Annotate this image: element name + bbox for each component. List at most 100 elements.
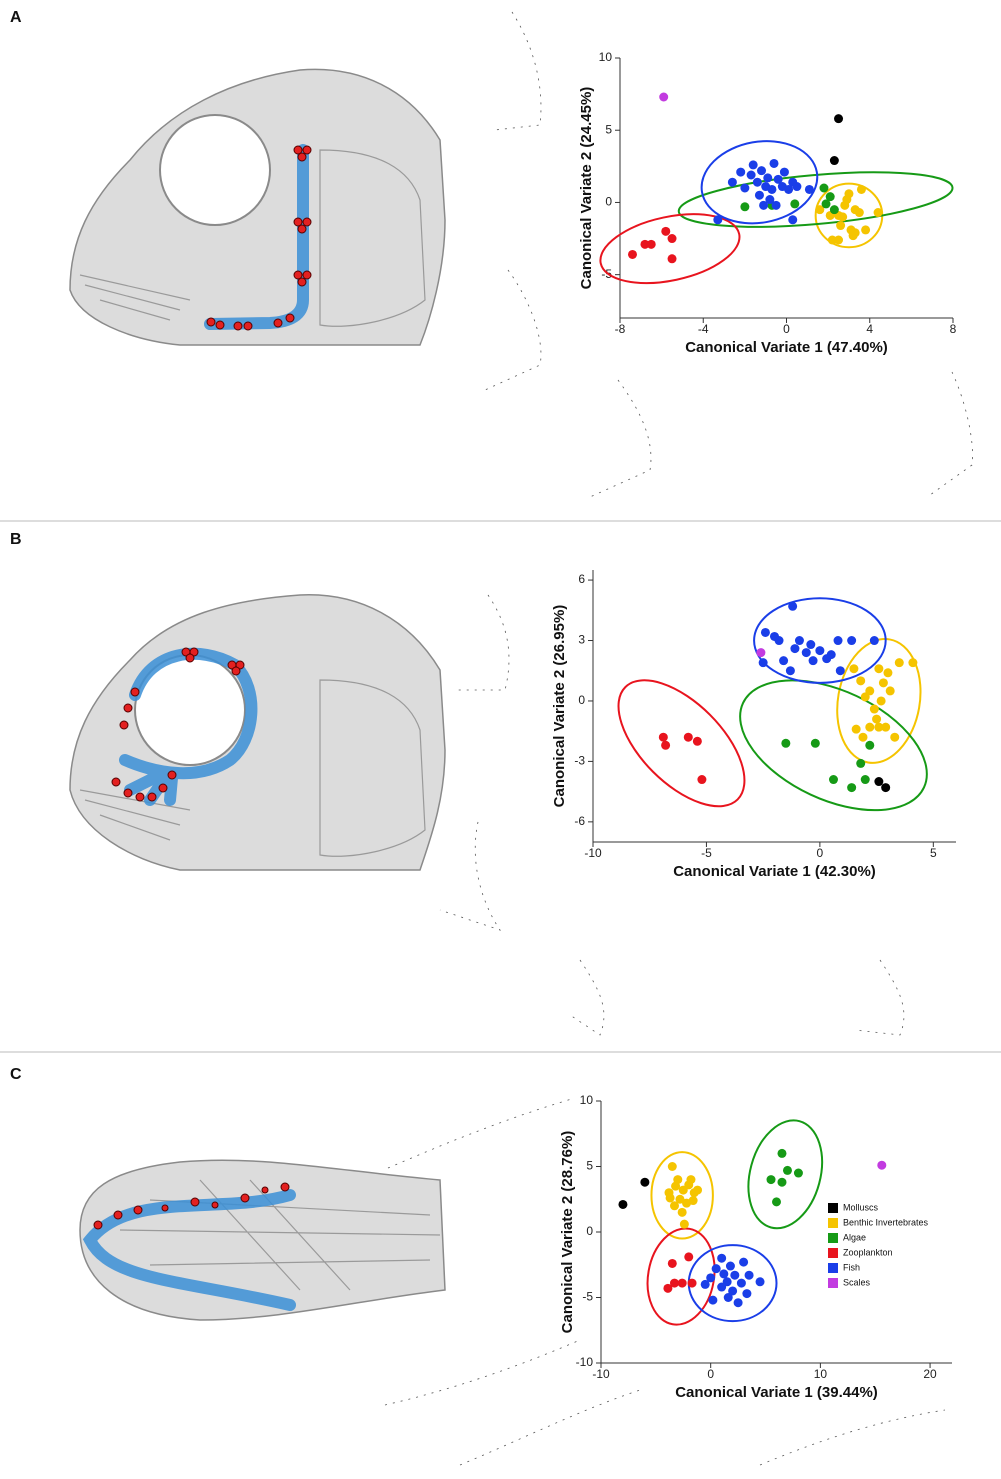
- point: [736, 168, 745, 177]
- point: [792, 182, 801, 191]
- point: [826, 192, 835, 201]
- point: [856, 676, 865, 685]
- point: [628, 250, 637, 259]
- confidence-ellipse: [677, 163, 955, 236]
- point: [794, 1169, 803, 1178]
- point: [870, 636, 879, 645]
- point: [693, 737, 702, 746]
- y-tick-label: -5: [582, 1290, 593, 1304]
- point: [772, 201, 781, 210]
- legend-swatch: [828, 1218, 838, 1228]
- point: [788, 602, 797, 611]
- point: [834, 236, 843, 245]
- point: [740, 184, 749, 193]
- point: [647, 240, 656, 249]
- point: [847, 636, 856, 645]
- y-tick-label: 10: [580, 1093, 594, 1107]
- point: [775, 636, 784, 645]
- point: [693, 1186, 702, 1195]
- point: [755, 191, 764, 200]
- point: [734, 1298, 743, 1307]
- point: [670, 1201, 679, 1210]
- point: [858, 733, 867, 742]
- point: [783, 1166, 792, 1175]
- point: [666, 1193, 675, 1202]
- point: [680, 1220, 689, 1229]
- point: [689, 1196, 698, 1205]
- point: [830, 156, 839, 165]
- y-tick-label: -6: [574, 814, 585, 828]
- legend-swatch: [828, 1203, 838, 1213]
- point: [851, 228, 860, 237]
- point: [756, 1277, 765, 1286]
- point: [836, 666, 845, 675]
- point: [834, 114, 843, 123]
- point: [737, 1279, 746, 1288]
- point: [756, 648, 765, 657]
- point: [829, 775, 838, 784]
- x-axis-title: Canonical Variate 1 (47.40%): [685, 339, 888, 356]
- point: [865, 723, 874, 732]
- legend-swatch: [828, 1278, 838, 1288]
- point: [877, 1161, 886, 1170]
- y-tick-label: 5: [605, 122, 612, 136]
- y-tick-label: -10: [576, 1355, 594, 1369]
- point: [790, 644, 799, 653]
- point: [724, 1293, 733, 1302]
- point: [786, 666, 795, 675]
- point: [806, 640, 815, 649]
- point: [874, 208, 883, 217]
- point: [874, 664, 883, 673]
- point: [802, 648, 811, 657]
- point: [728, 178, 737, 187]
- point: [881, 783, 890, 792]
- y-tick-label: 10: [599, 50, 613, 64]
- legend-label: Benthic Invertebrates: [843, 1217, 929, 1227]
- point: [659, 93, 668, 102]
- x-tick-label: 0: [783, 322, 790, 336]
- point: [678, 1208, 687, 1217]
- y-tick-label: 3: [578, 633, 585, 647]
- point: [678, 1279, 687, 1288]
- point: [777, 1178, 786, 1187]
- y-tick-label: 6: [578, 572, 585, 586]
- point: [815, 646, 824, 655]
- point: [759, 658, 768, 667]
- point: [881, 723, 890, 732]
- x-axis-title: Canonical Variate 1 (42.30%): [673, 863, 876, 880]
- x-tick-label: 5: [930, 846, 937, 860]
- point: [870, 705, 879, 714]
- point: [788, 215, 797, 224]
- point: [663, 1284, 672, 1293]
- x-axis-title: Canonical Variate 1 (39.44%): [675, 1384, 878, 1401]
- confidence-ellipse: [737, 1112, 833, 1236]
- point: [668, 1162, 677, 1171]
- legend-swatch: [828, 1263, 838, 1273]
- point: [872, 715, 881, 724]
- x-tick-label: -10: [592, 1367, 610, 1381]
- point: [883, 668, 892, 677]
- point: [739, 1258, 748, 1267]
- point: [847, 783, 856, 792]
- point: [761, 628, 770, 637]
- point: [908, 658, 917, 667]
- point: [842, 195, 851, 204]
- point: [830, 205, 839, 214]
- point: [747, 171, 756, 180]
- x-tick-label: -10: [584, 846, 602, 860]
- x-tick-label: 10: [814, 1367, 828, 1381]
- point: [770, 159, 779, 168]
- point: [879, 678, 888, 687]
- point: [809, 656, 818, 665]
- y-axis-title: Canonical Variate 2 (24.45%): [578, 87, 595, 290]
- point: [790, 199, 799, 208]
- x-tick-label: 20: [923, 1367, 937, 1381]
- point: [861, 775, 870, 784]
- point: [772, 1197, 781, 1206]
- point: [684, 733, 693, 742]
- point: [856, 759, 865, 768]
- point: [742, 1289, 751, 1298]
- legend-label: Algae: [843, 1232, 866, 1242]
- point: [618, 1200, 627, 1209]
- point: [749, 160, 758, 169]
